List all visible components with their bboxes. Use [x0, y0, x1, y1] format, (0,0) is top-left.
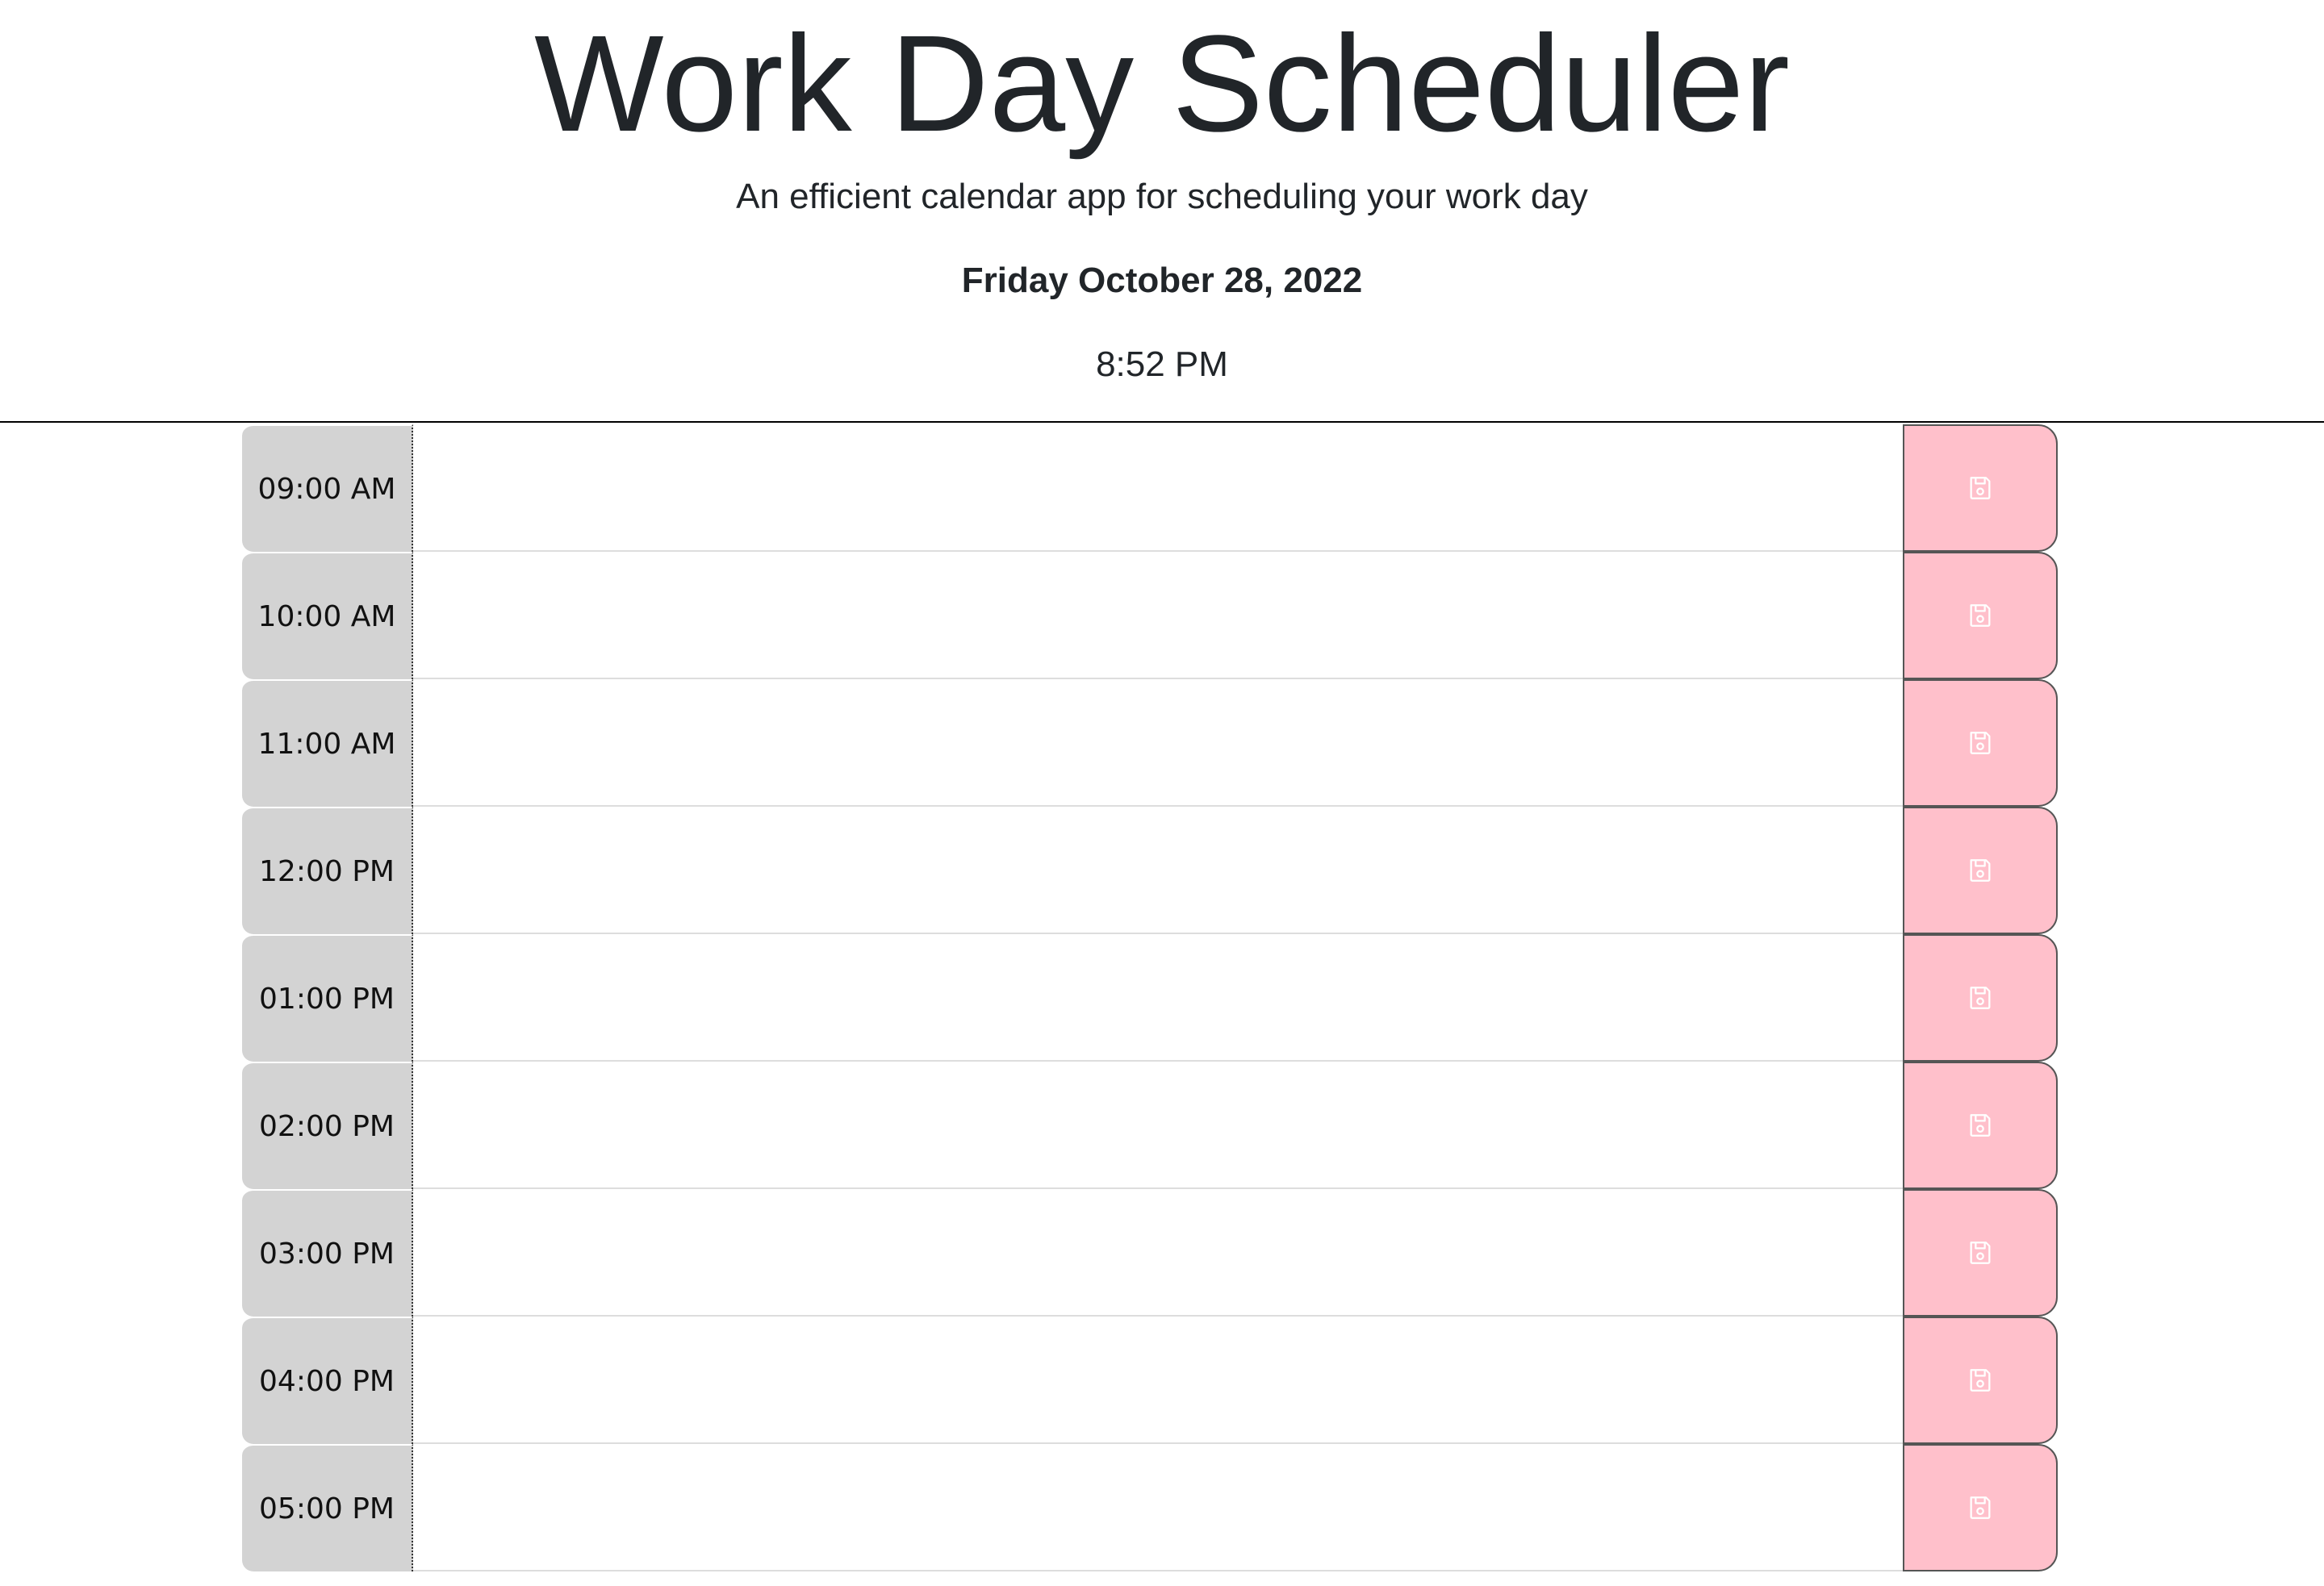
- event-textarea[interactable]: [413, 1062, 1903, 1189]
- time-block: 04:00 PM: [242, 1317, 2058, 1444]
- floppy-disk-icon: [1970, 1369, 1991, 1392]
- floppy-disk-icon: [1970, 1242, 1991, 1264]
- event-textarea[interactable]: [413, 679, 1903, 807]
- time-block: 10:00 AM: [242, 552, 2058, 679]
- save-button[interactable]: [1903, 679, 2058, 807]
- page-subtitle: An efficient calendar app for scheduling…: [736, 177, 1588, 216]
- event-textarea[interactable]: [413, 1189, 1903, 1317]
- time-block: 11:00 AM: [242, 679, 2058, 807]
- floppy-disk-icon: [1970, 859, 1991, 882]
- save-button[interactable]: [1903, 424, 2058, 552]
- event-textarea[interactable]: [413, 807, 1903, 934]
- event-textarea[interactable]: [413, 934, 1903, 1062]
- time-block: 03:00 PM: [242, 1189, 2058, 1317]
- hour-label: 05:00 PM: [242, 1444, 413, 1571]
- event-textarea[interactable]: [413, 1444, 1903, 1571]
- hour-label: 10:00 AM: [242, 552, 413, 679]
- event-textarea[interactable]: [413, 424, 1903, 552]
- event-textarea[interactable]: [413, 1317, 1903, 1444]
- save-button[interactable]: [1903, 1444, 2058, 1571]
- hour-label: 11:00 AM: [242, 679, 413, 807]
- hour-label: 12:00 PM: [242, 807, 413, 934]
- floppy-disk-icon: [1970, 987, 1991, 1009]
- page-header: Work Day Scheduler An efficient calendar…: [0, 0, 2324, 423]
- current-time: 8:52 PM: [1096, 344, 1228, 384]
- hour-label: 09:00 AM: [242, 424, 413, 552]
- hour-label: 03:00 PM: [242, 1189, 413, 1317]
- floppy-disk-icon: [1970, 1114, 1991, 1137]
- time-block: 09:00 AM: [242, 424, 2058, 552]
- hour-label: 01:00 PM: [242, 934, 413, 1062]
- save-button[interactable]: [1903, 1189, 2058, 1317]
- floppy-disk-icon: [1970, 732, 1991, 754]
- time-block: 02:00 PM: [242, 1062, 2058, 1189]
- save-button[interactable]: [1903, 552, 2058, 679]
- page-title: Work Day Scheduler: [534, 7, 1790, 161]
- current-date: Friday October 28, 2022: [961, 261, 1363, 300]
- hour-label: 04:00 PM: [242, 1317, 413, 1444]
- save-button[interactable]: [1903, 807, 2058, 934]
- schedule-container: 09:00 AM 10:00 AM 11:00 AM 12:00 PM 01:00 PM…: [242, 424, 2058, 1571]
- time-block: 01:00 PM: [242, 934, 2058, 1062]
- floppy-disk-icon: [1970, 604, 1991, 627]
- time-block: 12:00 PM: [242, 807, 2058, 934]
- save-button[interactable]: [1903, 934, 2058, 1062]
- floppy-disk-icon: [1970, 477, 1991, 499]
- save-button[interactable]: [1903, 1317, 2058, 1444]
- event-textarea[interactable]: [413, 552, 1903, 679]
- hour-label: 02:00 PM: [242, 1062, 413, 1189]
- time-block: 05:00 PM: [242, 1444, 2058, 1571]
- save-button[interactable]: [1903, 1062, 2058, 1189]
- floppy-disk-icon: [1970, 1496, 1991, 1519]
